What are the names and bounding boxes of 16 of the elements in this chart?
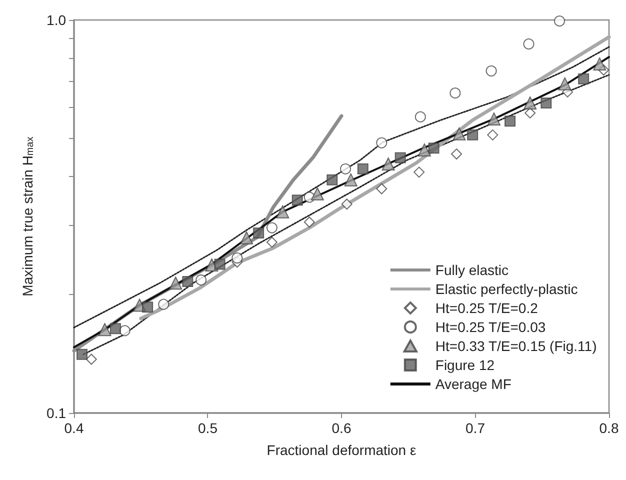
x-tick-label: 0.4	[64, 420, 84, 436]
x-tick-label: 0.6	[332, 420, 352, 436]
x-tick-label: 0.5	[198, 420, 218, 436]
legend-label: Elastic perfectly-plastic	[435, 281, 578, 297]
x-axis-title: Fractional deformation ε	[266, 442, 416, 458]
legend-label: Ht=0.25 T/E=0.03	[435, 319, 546, 335]
legend-label: Ht=0.33 T/E=0.15 (Fig.11)	[435, 338, 597, 354]
legend-label: Figure 12	[435, 357, 495, 373]
y-axis-title: Maximum true strain Hmax	[20, 136, 36, 296]
y-tick-label: 0.1	[46, 405, 66, 421]
x-tick-label: 0.7	[466, 420, 486, 436]
x-tick-label: 0.8	[599, 420, 619, 436]
y-tick-label: 1.0	[46, 12, 66, 28]
legend-label: Average MF	[435, 376, 512, 392]
legend-label: Fully elastic	[435, 262, 509, 278]
legend-label: Ht=0.25 T/E=0.2	[435, 300, 538, 316]
